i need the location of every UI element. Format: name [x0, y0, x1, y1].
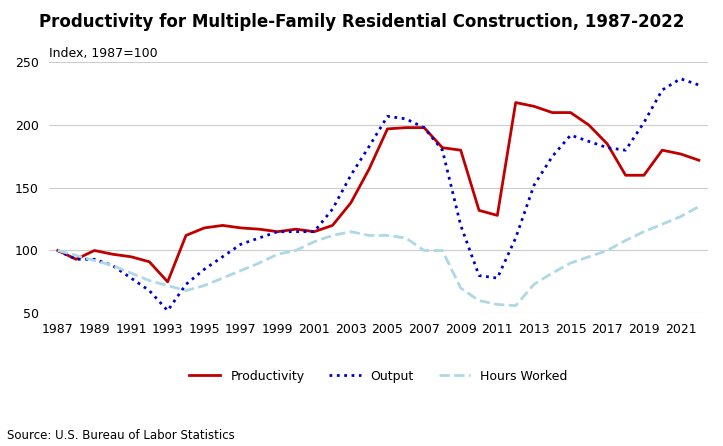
- Legend: Productivity, Output, Hours Worked: Productivity, Output, Hours Worked: [184, 364, 573, 388]
- Text: Source: U.S. Bureau of Labor Statistics: Source: U.S. Bureau of Labor Statistics: [7, 429, 235, 442]
- Text: Index, 1987=100: Index, 1987=100: [48, 47, 157, 60]
- Text: Productivity for Multiple-Family Residential Construction, 1987-2022: Productivity for Multiple-Family Residen…: [39, 13, 684, 31]
